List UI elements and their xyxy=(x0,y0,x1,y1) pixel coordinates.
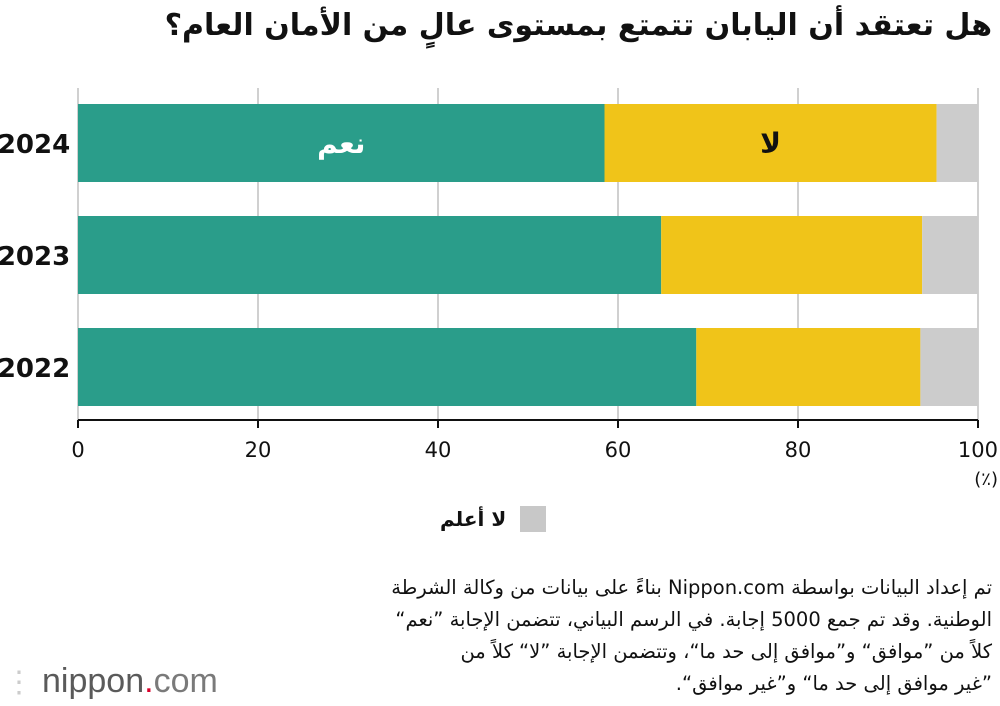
brand-dot: . xyxy=(144,662,154,700)
chart-title: هل تعتقد أن اليابان تتمتع بمستوى عالٍ من… xyxy=(164,8,992,43)
x-tick-label-100: 100 xyxy=(958,438,998,462)
brand-name: nippon xyxy=(42,662,145,700)
in-bar-label-no: لا xyxy=(760,127,781,160)
x-tick-label-20: 20 xyxy=(245,438,272,462)
brand-suffix: com xyxy=(153,662,218,700)
bar-2022-series-1 xyxy=(696,328,921,406)
source-note: تم إعداد البيانات بواسطة Nippon.com بناء… xyxy=(391,576,992,695)
x-tick-label-60: 60 xyxy=(605,438,632,462)
category-label-2024: 2024 xyxy=(0,130,70,160)
x-tick-label-0: 0 xyxy=(71,438,84,462)
bar-2024-series-2 xyxy=(936,104,978,182)
category-label-2022: 2022 xyxy=(0,354,70,384)
bar-2023-series-1 xyxy=(661,216,923,294)
bar-2022-series-2 xyxy=(920,328,978,406)
x-tick-label-80: 80 xyxy=(785,438,812,462)
legend-label-dont-know: لا أعلم xyxy=(440,507,507,531)
brand-logo: ⋮ nippon.com xyxy=(4,662,218,701)
in-bar-label-yes: نعم xyxy=(317,127,365,160)
bar-2023-series-0 xyxy=(78,216,662,294)
category-label-2023: 2023 xyxy=(0,242,70,272)
stacked-bar-chart: 2024 2023 2022 نعم لا 0 20 40 60 80 100 (٪) xyxy=(0,88,998,490)
x-unit-label: (٪) xyxy=(974,469,998,490)
bar-2024-series-0 xyxy=(78,104,605,182)
grip-icon: ⋮ xyxy=(4,666,34,699)
bar-2022-series-0 xyxy=(78,328,697,406)
x-tick-label-40: 40 xyxy=(425,438,452,462)
bar-2023-series-2 xyxy=(922,216,978,294)
legend: لا أعلم xyxy=(440,506,547,532)
bar-2024-series-1 xyxy=(604,104,937,182)
legend-swatch-dont-know xyxy=(520,506,547,532)
